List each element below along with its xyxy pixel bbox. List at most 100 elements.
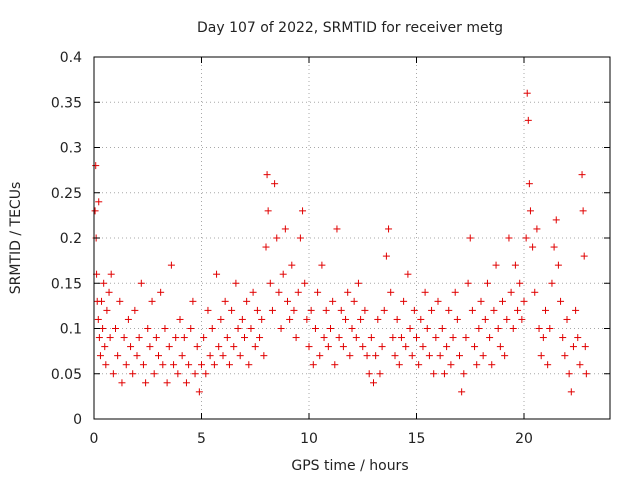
data-point — [417, 315, 425, 323]
data-point — [99, 325, 107, 332]
data-point — [112, 325, 119, 332]
data-point — [453, 315, 461, 323]
data-point — [294, 288, 302, 296]
y-tick-label: 0.35 — [51, 95, 82, 111]
data-point — [365, 370, 373, 378]
data-point — [348, 325, 356, 332]
data-point — [503, 315, 511, 323]
data-point — [96, 352, 104, 360]
data-point — [309, 361, 317, 369]
data-point — [122, 361, 130, 369]
data-point — [262, 243, 270, 251]
data-point — [263, 171, 271, 179]
data-point — [311, 325, 319, 332]
data-point — [281, 225, 289, 233]
data-point — [486, 334, 494, 342]
data-point — [109, 370, 117, 378]
data-point — [124, 315, 132, 323]
data-point — [307, 306, 315, 314]
data-point — [210, 361, 218, 369]
data-point — [299, 207, 307, 215]
data-point — [215, 343, 223, 351]
data-point — [408, 352, 416, 360]
data-point — [228, 306, 236, 314]
data-point — [204, 306, 212, 314]
data-point — [159, 361, 167, 369]
data-point — [102, 361, 110, 369]
data-point — [322, 306, 330, 314]
data-point — [436, 352, 444, 360]
data-point — [578, 171, 586, 179]
data-point — [346, 352, 354, 360]
data-point — [397, 334, 405, 342]
data-point — [565, 370, 573, 378]
data-point — [202, 370, 210, 378]
data-point — [473, 361, 481, 369]
data-point — [135, 334, 143, 342]
data-point — [576, 361, 584, 369]
data-point — [127, 343, 135, 351]
data-point — [100, 279, 108, 287]
data-point — [98, 297, 106, 305]
data-point — [539, 334, 547, 342]
x-tick-label: 15 — [408, 431, 426, 447]
data-point — [271, 180, 279, 188]
data-point — [449, 334, 457, 342]
data-point — [107, 270, 115, 278]
chart-title: Day 107 of 2022, SRMTID for receiver met… — [197, 20, 503, 36]
data-point — [567, 388, 575, 396]
data-point — [460, 370, 468, 378]
data-point — [305, 343, 313, 351]
data-point — [481, 315, 489, 323]
data-point — [557, 297, 565, 305]
data-point — [176, 315, 184, 323]
x-tick-label: 10 — [300, 431, 318, 447]
data-point — [284, 297, 291, 305]
data-point — [569, 343, 577, 351]
data-point — [391, 352, 399, 360]
data-point — [339, 343, 347, 351]
data-point — [335, 334, 343, 342]
data-point — [150, 370, 158, 378]
data-point — [137, 279, 145, 287]
data-point — [185, 361, 193, 369]
y-tick-label: 0.25 — [51, 186, 82, 202]
data-point — [167, 261, 175, 269]
data-point — [213, 270, 221, 278]
x-tick-label: 0 — [90, 431, 99, 447]
data-point — [178, 352, 186, 360]
data-point — [370, 379, 377, 387]
data-point — [410, 306, 418, 314]
data-point — [94, 315, 102, 323]
y-tick-label: 0.05 — [51, 367, 82, 383]
data-point — [243, 297, 251, 305]
data-point — [352, 334, 360, 342]
data-point — [241, 334, 248, 342]
data-point — [180, 334, 188, 342]
data-point — [367, 334, 375, 342]
data-point — [193, 343, 201, 351]
data-point — [174, 370, 182, 378]
data-point — [580, 252, 588, 260]
y-tick-label: 0.3 — [60, 141, 82, 157]
data-point — [245, 361, 253, 369]
data-point — [563, 315, 571, 323]
y-tick-label: 0.15 — [51, 276, 82, 292]
data-point — [148, 297, 156, 305]
data-point — [129, 370, 137, 378]
data-point — [537, 352, 545, 360]
data-point — [191, 370, 199, 378]
data-point — [144, 325, 152, 332]
data-point — [256, 334, 264, 342]
data-point — [105, 288, 113, 296]
data-point — [542, 306, 549, 314]
x-tick-label: 5 — [197, 431, 206, 447]
data-point — [301, 279, 309, 287]
data-point — [208, 325, 216, 332]
data-point — [509, 325, 517, 332]
data-point — [253, 306, 261, 314]
data-point — [277, 325, 285, 332]
data-point — [114, 352, 122, 360]
data-point — [438, 325, 446, 332]
